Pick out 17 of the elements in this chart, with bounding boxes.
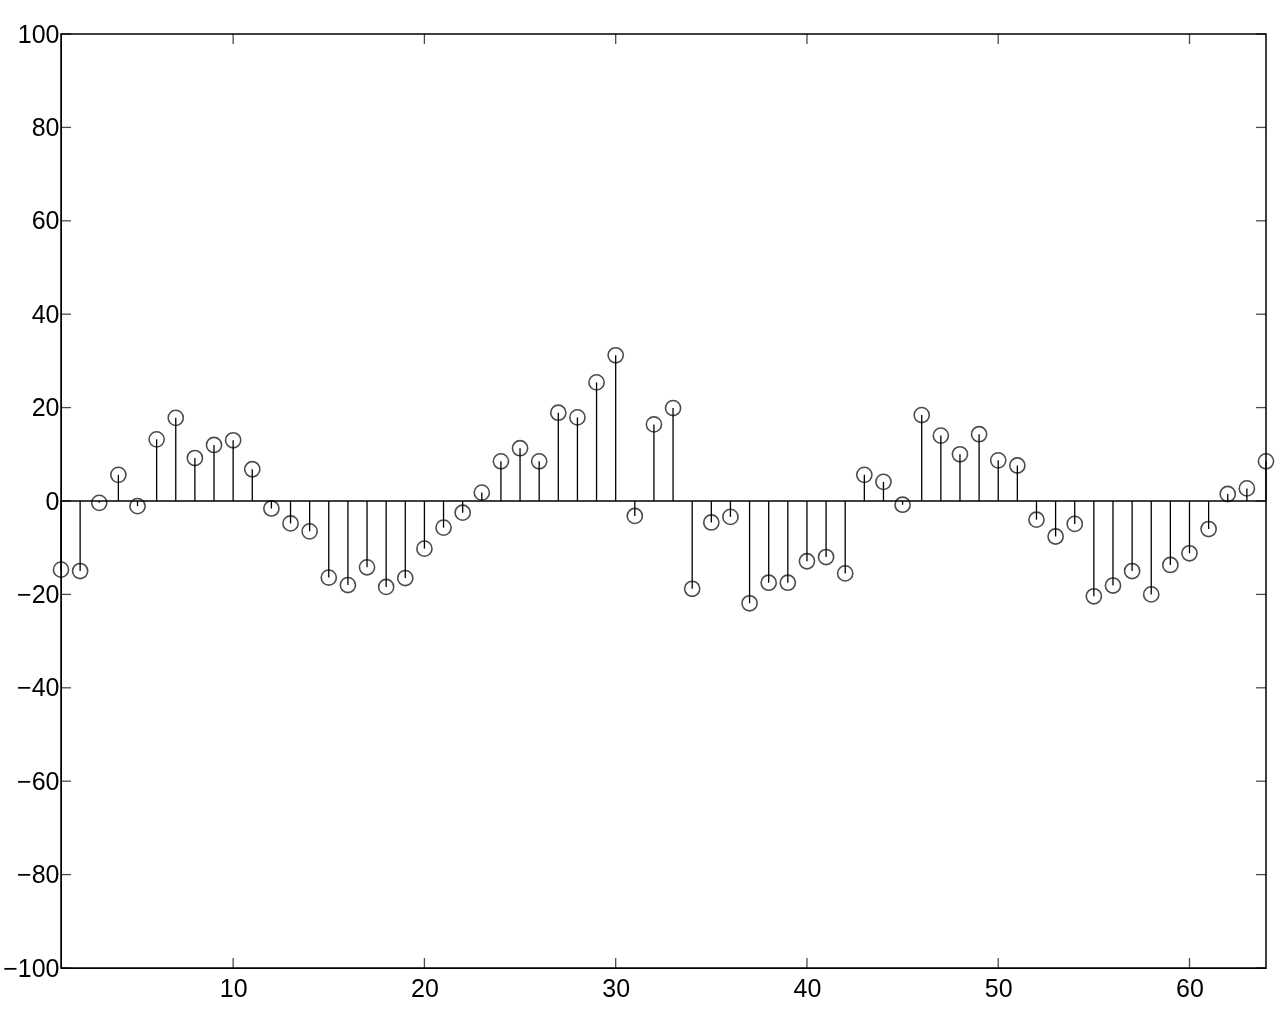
- x-tick-label: 10: [219, 973, 248, 1002]
- y-tick-label: 40: [31, 299, 60, 328]
- y-tick-label: 60: [31, 206, 60, 235]
- x-tick-label: 20: [411, 973, 439, 1002]
- x-tick-label: 30: [602, 973, 631, 1002]
- y-tick-label: 20: [31, 393, 60, 422]
- y-tick-label: −100: [3, 953, 60, 982]
- x-tick-label: 60: [1176, 973, 1204, 1002]
- y-tick-label: 80: [31, 112, 60, 141]
- y-tick-label: 100: [17, 19, 60, 48]
- y-tick-label: −80: [17, 860, 60, 889]
- y-tick-label: −60: [17, 766, 60, 795]
- y-tick-label: −20: [17, 579, 60, 608]
- y-tick-label: −40: [17, 673, 60, 702]
- x-tick-label: 40: [793, 973, 822, 1002]
- y-tick-label: 0: [45, 486, 60, 515]
- x-tick-label: 50: [984, 973, 1013, 1002]
